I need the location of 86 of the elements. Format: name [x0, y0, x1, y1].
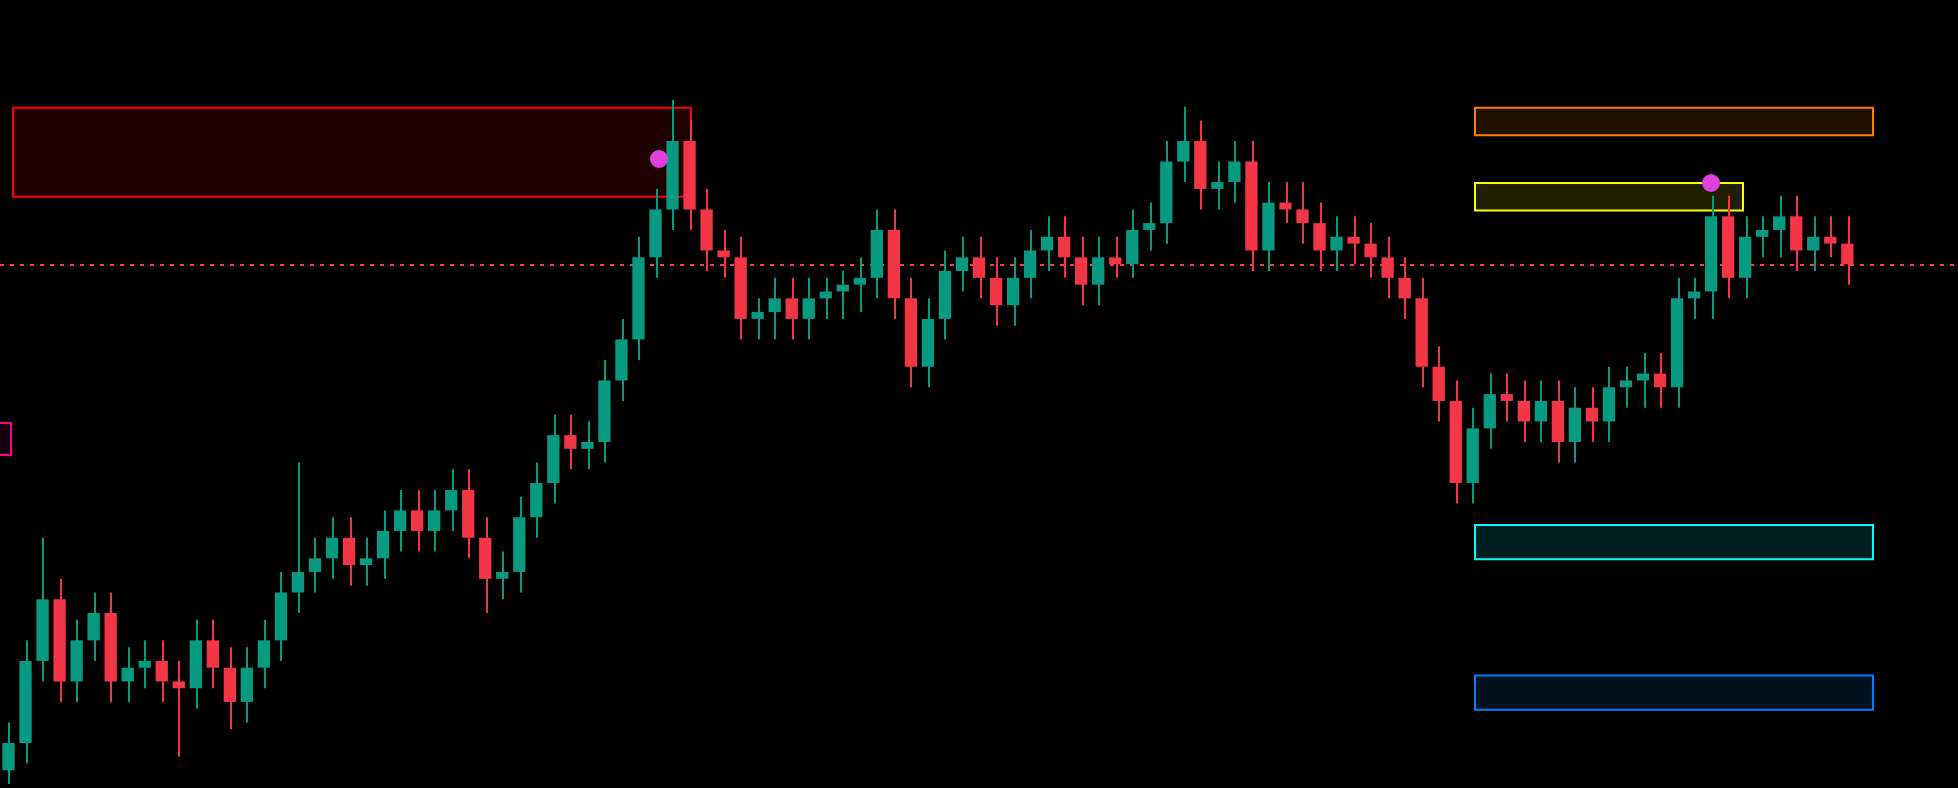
candlestick	[1262, 181, 1275, 272]
candlestick	[308, 536, 322, 594]
candlestick	[1824, 215, 1837, 259]
candlestick	[870, 208, 883, 300]
candlestick	[1109, 235, 1122, 279]
candlestick	[445, 468, 458, 532]
candlestick	[1483, 372, 1496, 450]
candlestick	[1143, 201, 1156, 252]
candlestick	[121, 646, 134, 703]
candlestick	[87, 591, 100, 662]
candlestick	[1330, 215, 1343, 272]
candlestick	[1568, 386, 1582, 464]
candlestick	[1756, 215, 1769, 259]
candlestick	[989, 256, 1003, 327]
candlestick	[1653, 352, 1667, 409]
candlestick	[1364, 222, 1377, 279]
candlestick	[2, 721, 15, 785]
candlestick	[921, 297, 935, 389]
candlestick	[1739, 215, 1752, 300]
candlestick	[700, 187, 713, 272]
candlestick	[1057, 215, 1071, 279]
candlestick	[1211, 160, 1224, 211]
candlestick	[581, 420, 594, 471]
candlestick	[189, 618, 202, 710]
candlestick	[1347, 215, 1360, 266]
candlestick	[1517, 379, 1530, 443]
candlestick	[802, 276, 815, 341]
candlestick	[1841, 215, 1854, 286]
candlestick	[751, 297, 764, 341]
candlestick	[1432, 345, 1445, 423]
candlestick	[1296, 181, 1309, 245]
candlestick	[1602, 365, 1616, 443]
candlestick	[342, 516, 356, 587]
candlestick	[1006, 256, 1020, 327]
candlestick	[1619, 365, 1633, 409]
candlestick	[257, 618, 271, 690]
candlestick	[462, 468, 475, 560]
candlestick	[1092, 235, 1105, 307]
candlestick	[785, 276, 798, 341]
candlestick	[972, 235, 986, 300]
candlestick	[1126, 208, 1139, 279]
candlestick	[172, 659, 185, 758]
candlestick	[615, 317, 628, 402]
candlestick	[1773, 194, 1786, 259]
candlestick	[1279, 181, 1292, 225]
candlestick	[1381, 235, 1394, 300]
candlestick	[393, 488, 407, 553]
candlestick	[410, 488, 424, 553]
candlestick	[206, 618, 219, 690]
candlestick	[649, 187, 662, 279]
candlestick	[955, 235, 969, 293]
candlestick	[1023, 228, 1037, 300]
candlestick	[768, 276, 781, 341]
candlestick	[138, 639, 151, 690]
candlestick	[1551, 379, 1565, 464]
candlestick	[155, 639, 168, 703]
candlestick	[1313, 201, 1326, 272]
candlestick	[938, 249, 952, 341]
candlestick	[1807, 215, 1820, 272]
candlestick	[1790, 194, 1803, 272]
candlestick	[1194, 119, 1207, 211]
candlestick	[223, 646, 236, 731]
candlestick	[1177, 105, 1190, 184]
candlestick	[717, 228, 730, 279]
candlestick	[564, 413, 577, 471]
candlestick	[496, 550, 509, 601]
candlestick	[1040, 215, 1054, 272]
candlestick	[240, 646, 254, 724]
candlestick	[1534, 379, 1548, 443]
candlestick	[547, 413, 560, 505]
candlestick	[1585, 386, 1599, 443]
candlestick	[291, 461, 305, 614]
candlestick	[428, 488, 441, 553]
candlestick	[836, 270, 849, 320]
candlestick	[853, 256, 866, 314]
candlestick	[70, 618, 83, 703]
candlestick	[325, 516, 339, 580]
candlestick	[1398, 256, 1411, 320]
candlestick	[530, 461, 543, 539]
candlestick	[274, 570, 288, 662]
candlestick	[376, 509, 390, 580]
candlestick	[1500, 372, 1513, 423]
candlestick	[1228, 140, 1241, 204]
candlestick	[479, 516, 492, 614]
candlestick	[359, 536, 373, 587]
candlestick	[1075, 235, 1088, 307]
